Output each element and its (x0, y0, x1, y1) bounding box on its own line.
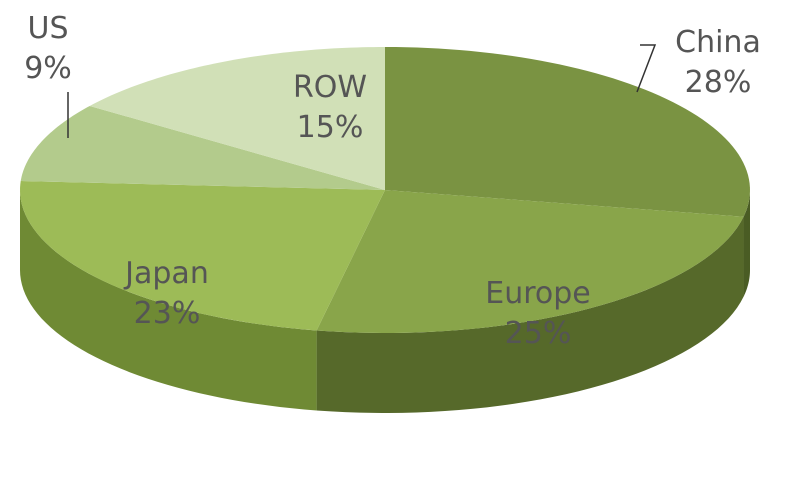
value-label: 28% (685, 65, 752, 100)
pie-slice (20, 181, 386, 331)
category-label: Europe (485, 276, 591, 311)
value-label: 25% (505, 316, 572, 351)
pie-slice (385, 47, 750, 217)
pie-side (20, 190, 317, 411)
labels: China 28% Europe 25% Japan 23% US 9% ROW 15% (24, 11, 761, 351)
pie-side (316, 216, 744, 413)
pie-tops (20, 47, 750, 333)
leader-line (636, 44, 657, 93)
pie-side (743, 190, 750, 297)
category-label: US (27, 11, 68, 46)
category-label: China (675, 25, 761, 60)
pie-slice (89, 47, 385, 190)
value-label: 9% (24, 51, 72, 86)
value-label: 15% (297, 110, 364, 145)
value-label: 23% (134, 296, 201, 331)
pie-sides (20, 190, 750, 413)
category-label: ROW (293, 70, 367, 105)
category-label: Japan (123, 256, 209, 291)
pie-slice (316, 190, 744, 333)
pie-slice (20, 105, 385, 190)
